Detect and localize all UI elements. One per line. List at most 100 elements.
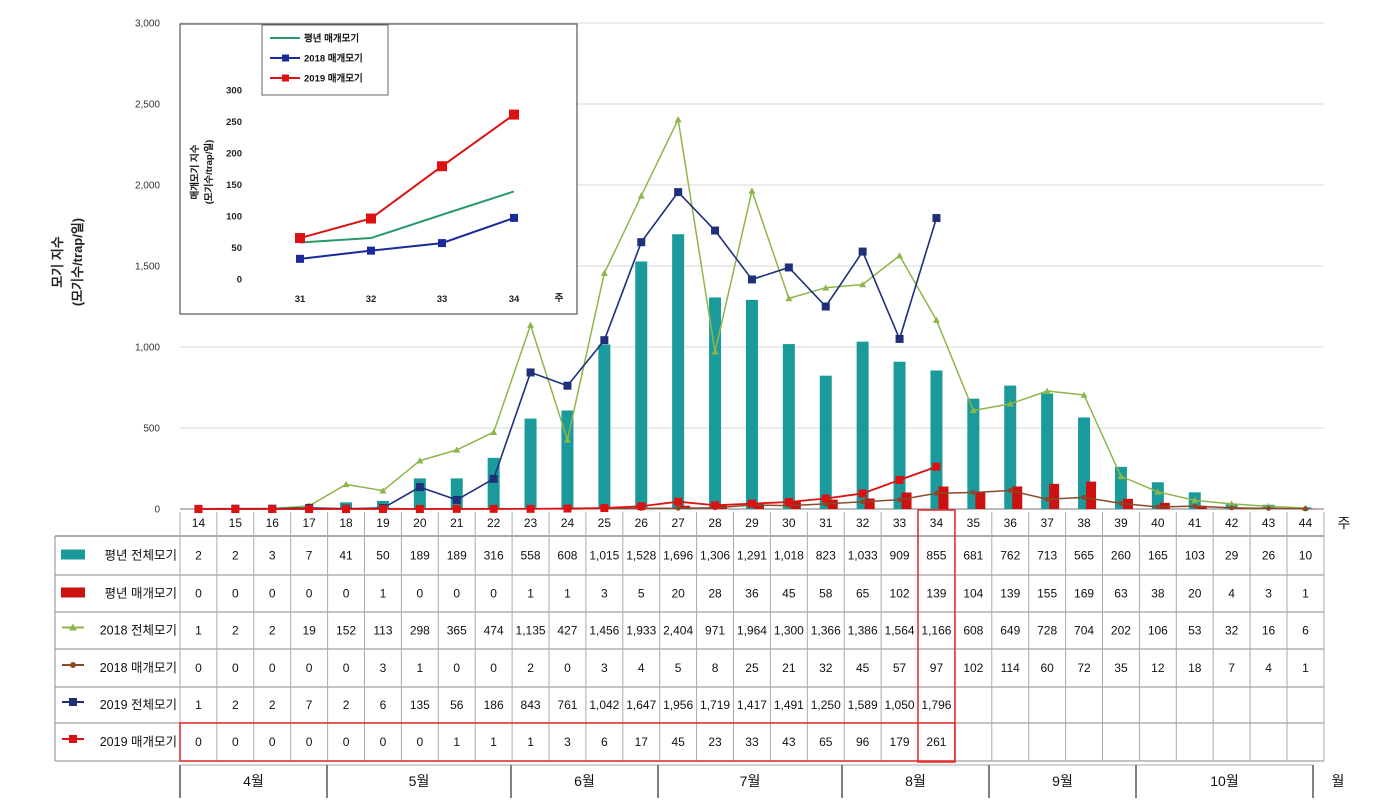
week-label: 22 [487, 516, 501, 530]
table-cell: 12 [1151, 661, 1165, 675]
table-cell: 23 [708, 735, 722, 749]
bar-avg-total [1151, 482, 1164, 509]
table-cell: 96 [856, 735, 870, 749]
table-cell: 0 [490, 661, 497, 675]
line-point [674, 116, 682, 123]
line-point [453, 446, 461, 453]
y-tick-label: 1,000 [135, 343, 160, 354]
table-cell: 762 [1000, 549, 1020, 563]
table-cell: 16 [1262, 624, 1276, 638]
table-cell: 3 [380, 661, 387, 675]
table-cell: 0 [269, 735, 276, 749]
bar-avg-vector [1012, 486, 1023, 509]
row-label: 2018 매개모기 [100, 661, 177, 675]
table-cell: 1 [527, 587, 534, 601]
table-cell: 713 [1037, 549, 1057, 563]
y-tick-label: 1,500 [135, 262, 160, 273]
bar-avg-total [598, 344, 611, 509]
month-label: 5월 [409, 773, 430, 789]
line-point [933, 490, 939, 496]
line-point [1043, 387, 1051, 394]
legend-marker [70, 662, 76, 668]
table-cell: 7 [1228, 661, 1235, 675]
table-cell: 1,456 [589, 624, 619, 638]
table-cell: 843 [521, 698, 541, 712]
inset-chart: 매개모기 지수 (모기수/trap/일) 0 50 100 150 200 250 300 31 3… [179, 23, 578, 315]
bar-avg-total [709, 297, 722, 509]
inset-x-tick: 33 [437, 294, 448, 305]
table-cell: 189 [410, 549, 430, 563]
table-cell: 1 [195, 698, 202, 712]
table-cell: 45 [782, 587, 796, 601]
table-cell: 1,042 [589, 698, 619, 712]
line-point [1081, 494, 1087, 500]
table-cell: 1,291 [737, 549, 767, 563]
inset-legend-marker [282, 54, 289, 62]
table-cell: 165 [1148, 549, 1168, 563]
table-cell: 32 [1225, 624, 1239, 638]
bar-avg-vector [1159, 502, 1170, 509]
table-cell: 113 [373, 624, 392, 638]
line-point [784, 498, 793, 507]
line-point [637, 192, 645, 199]
inset-y-tick: 150 [226, 180, 242, 191]
line-point [526, 368, 535, 377]
table-cell: 1,250 [811, 698, 841, 712]
line-point [1154, 488, 1162, 495]
y-axis-label-line2: (모기수/trap/일) [70, 218, 85, 306]
line-point [637, 238, 646, 247]
month-label: 7월 [740, 773, 761, 789]
table-cell: 2 [343, 698, 350, 712]
table-cell: 1,719 [700, 698, 730, 712]
inset-point [509, 109, 519, 120]
row-label: 2019 전체모기 [100, 698, 177, 712]
table-cell: 28 [708, 587, 722, 601]
line-point [1044, 496, 1050, 502]
table-cell: 57 [893, 661, 907, 675]
week-label: 31 [819, 516, 833, 530]
week-label: 17 [302, 516, 316, 530]
table-cell: 855 [926, 549, 946, 563]
line-point [674, 497, 683, 506]
table-cell: 1 [417, 661, 424, 675]
line-point [1266, 505, 1272, 511]
week-label: 21 [450, 516, 464, 530]
line-point [785, 294, 793, 302]
table-cell: 202 [1111, 624, 1131, 638]
week-label: 18 [339, 516, 353, 530]
week-label: 33 [893, 516, 907, 530]
line-point [563, 381, 572, 390]
inset-point [367, 246, 375, 255]
line-point [1007, 488, 1013, 494]
line-point [600, 504, 609, 513]
month-label: 9월 [1052, 773, 1073, 789]
table-cell: 2,404 [663, 624, 693, 638]
table-cell: 0 [417, 587, 424, 601]
table-cell: 0 [306, 735, 313, 749]
month-label: 4월 [243, 773, 264, 789]
table-cell: 45 [671, 735, 685, 749]
bar-avg-vector [975, 492, 986, 509]
table-cell: 1,564 [885, 624, 915, 638]
legend-marker [69, 698, 77, 706]
table-cell: 169 [1074, 587, 1094, 601]
row-label: 평년 매개모기 [105, 587, 177, 601]
legend-swatch-avg-vector [61, 587, 85, 598]
table-cell: 2 [232, 549, 239, 563]
line-point [415, 505, 424, 513]
table-cell: 102 [963, 661, 983, 675]
row-label: 2018 전체모기 [100, 624, 177, 638]
table-cell: 10 [1299, 549, 1313, 563]
line-point [1229, 505, 1235, 511]
bar-avg-total [1041, 393, 1054, 509]
table-cell: 186 [484, 698, 504, 712]
week-label: 30 [782, 516, 796, 530]
table-cell: 1 [195, 624, 202, 638]
line-point [932, 316, 940, 323]
table-cell: 1,491 [774, 698, 804, 712]
table-cell: 1,050 [885, 698, 915, 712]
line-point [342, 480, 350, 488]
bar-avg-total [930, 370, 943, 509]
bar-series [192, 234, 1318, 510]
bar-avg-total [672, 234, 685, 510]
